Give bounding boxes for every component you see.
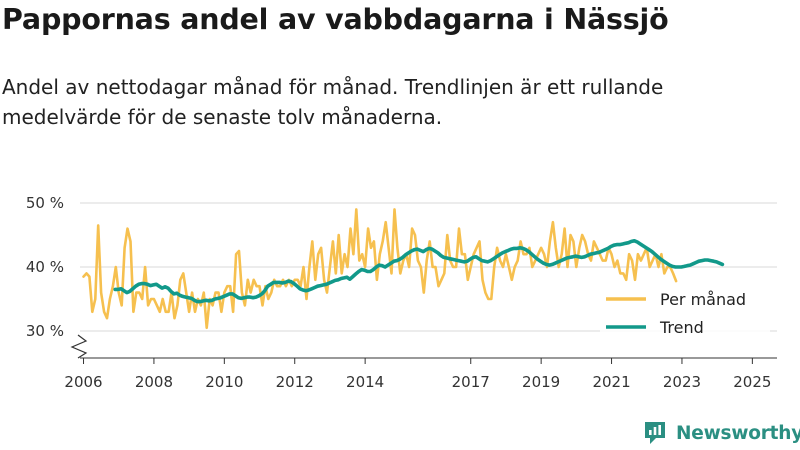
- x-tick-label: 2021: [592, 373, 630, 391]
- x-tick-label: 2023: [663, 373, 701, 391]
- x-tick-label: 2008: [135, 373, 173, 391]
- legend-background: [600, 284, 770, 340]
- x-tick-label: 2019: [522, 373, 560, 391]
- y-tick-label: 50 %: [26, 194, 64, 212]
- x-tick-label: 2012: [276, 373, 314, 391]
- y-tick-label: 30 %: [26, 322, 64, 340]
- series-line-per-manad: [82, 208, 678, 330]
- x-tick-label: 2014: [346, 373, 384, 391]
- x-tick-label: 2025: [733, 373, 771, 391]
- legend-label: Trend: [659, 318, 704, 337]
- x-tick-label: 2017: [452, 373, 490, 391]
- x-tick-label: 2010: [205, 373, 243, 391]
- series-line-trend: [113, 239, 725, 304]
- y-tick-label: 40 %: [26, 258, 64, 276]
- y-axis-break-icon: [70, 334, 88, 359]
- x-tick-label: 2006: [64, 373, 102, 391]
- chart-title: Pappornas andel av vabbdagarna i Nässjö: [2, 3, 669, 36]
- newsworthy-logo-icon: [645, 422, 665, 444]
- brand-name: Newsworthy: [676, 422, 800, 444]
- legend-label: Per månad: [660, 290, 746, 309]
- newsworthy-branding: Newsworthy: [643, 418, 800, 448]
- chart-subtitle: Andel av nettodagar månad för månad. Tre…: [2, 75, 664, 129]
